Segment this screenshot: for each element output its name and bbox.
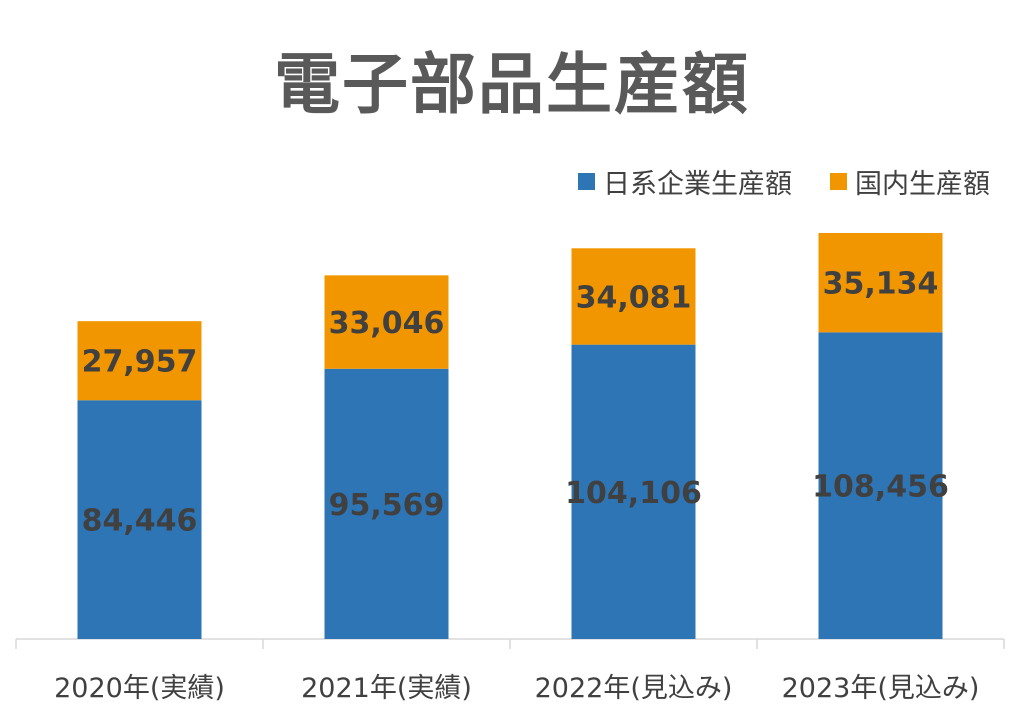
data-label-domestic-2: 33,046 (329, 306, 445, 341)
legend-item-japanese-companies: 日系企業生産額 (578, 162, 792, 201)
bar-domestic-2 (324, 275, 449, 369)
data-label-domestic-3: 34,081 (576, 280, 692, 315)
x-tick-label-3: 2022年(見込み) (535, 673, 733, 704)
bar-japanese-companies-2 (324, 368, 449, 639)
x-tick-label-1: 2020年(実績) (54, 673, 225, 704)
data-label-japanese-companies-2: 95,569 (329, 488, 445, 523)
legend-item-domestic: 国内生産額 (830, 162, 990, 201)
bar-japanese-companies-3 (571, 344, 696, 639)
data-label-domestic-4: 35,134 (823, 267, 939, 302)
chart-title: 電子部品生産額 (274, 46, 750, 123)
legend-label-domestic: 国内生産額 (855, 169, 990, 200)
bar-domestic-4 (818, 233, 943, 333)
data-label-japanese-companies-3: 104,106 (565, 476, 702, 511)
bar-domestic-3 (571, 248, 696, 345)
data-label-domestic-1: 27,957 (82, 345, 198, 380)
x-tick-label-4: 2023年(見込み) (782, 673, 980, 704)
legend-swatch-japanese-companies (578, 173, 595, 190)
legend: 日系企業生産額 国内生産額 (540, 162, 990, 201)
bar-japanese-companies-1 (77, 400, 202, 639)
legend-swatch-domestic (830, 173, 847, 190)
x-tick-label-2: 2021年(実績) (301, 673, 472, 704)
data-label-japanese-companies-1: 84,446 (82, 504, 198, 539)
bar-domestic-1 (77, 321, 202, 401)
legend-label-japanese-companies: 日系企業生産額 (603, 169, 792, 200)
bar-japanese-companies-4 (818, 332, 943, 639)
data-label-japanese-companies-4: 108,456 (812, 470, 949, 505)
